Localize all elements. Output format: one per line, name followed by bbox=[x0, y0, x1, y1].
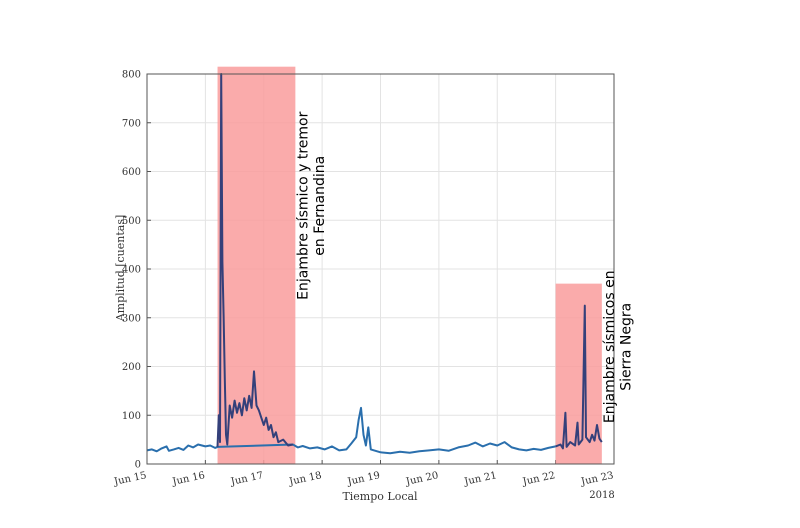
y-tick-label: 800 bbox=[122, 70, 141, 81]
x-tick-label: Jun 19 bbox=[346, 470, 381, 488]
x-tick-label: Jun 16 bbox=[171, 470, 206, 488]
y-axis-title: Amplitud [cuentas] bbox=[114, 215, 127, 323]
annotation-1: Enjambre sísmico y tremoren Fernandina bbox=[295, 111, 328, 299]
x-tick-label: Jun 15 bbox=[112, 470, 147, 488]
series-line-1 bbox=[146, 406, 556, 455]
grid bbox=[146, 73, 615, 465]
y-tick-label: 600 bbox=[122, 167, 141, 178]
annotation-line: en Fernandina bbox=[312, 156, 328, 256]
y-tick-label: 300 bbox=[122, 313, 141, 324]
y-tick-label: 400 bbox=[122, 265, 141, 276]
annotations: Enjambre sísmico y tremoren FernandinaEn… bbox=[295, 111, 634, 423]
x-tick-label: Jun 22 bbox=[521, 470, 556, 488]
x-tick-label: Jun 23 bbox=[579, 470, 614, 488]
year-label: 2018 bbox=[589, 490, 614, 501]
x-axis-title: Tiempo Local bbox=[342, 490, 418, 503]
x-tick-label: Jun 20 bbox=[404, 470, 439, 488]
series-lines bbox=[146, 73, 603, 455]
y-tick-label: 0 bbox=[135, 460, 141, 471]
y-tick-label: 100 bbox=[122, 411, 141, 422]
x-tick-label: Jun 18 bbox=[287, 470, 322, 488]
annotation-line: Enjambre sísmicos en bbox=[602, 270, 618, 423]
highlight-regions bbox=[217, 66, 602, 464]
series-line-3 bbox=[555, 304, 603, 450]
annotation-line: Sierra Negra bbox=[619, 303, 635, 391]
series-line-2 bbox=[216, 73, 294, 447]
x-tick-label: Jun 17 bbox=[229, 470, 264, 488]
annotation-2: Enjambre sísmicos enSierra Negra bbox=[602, 270, 635, 423]
y-tick-label: 200 bbox=[122, 362, 141, 373]
y-tick-label: 700 bbox=[122, 118, 141, 129]
axes bbox=[146, 73, 615, 465]
x-tick-label: Jun 21 bbox=[463, 470, 498, 488]
plot-frame bbox=[146, 73, 615, 465]
annotation-line: Enjambre sísmico y tremor bbox=[295, 111, 311, 299]
y-tick-label: 500 bbox=[122, 216, 141, 227]
